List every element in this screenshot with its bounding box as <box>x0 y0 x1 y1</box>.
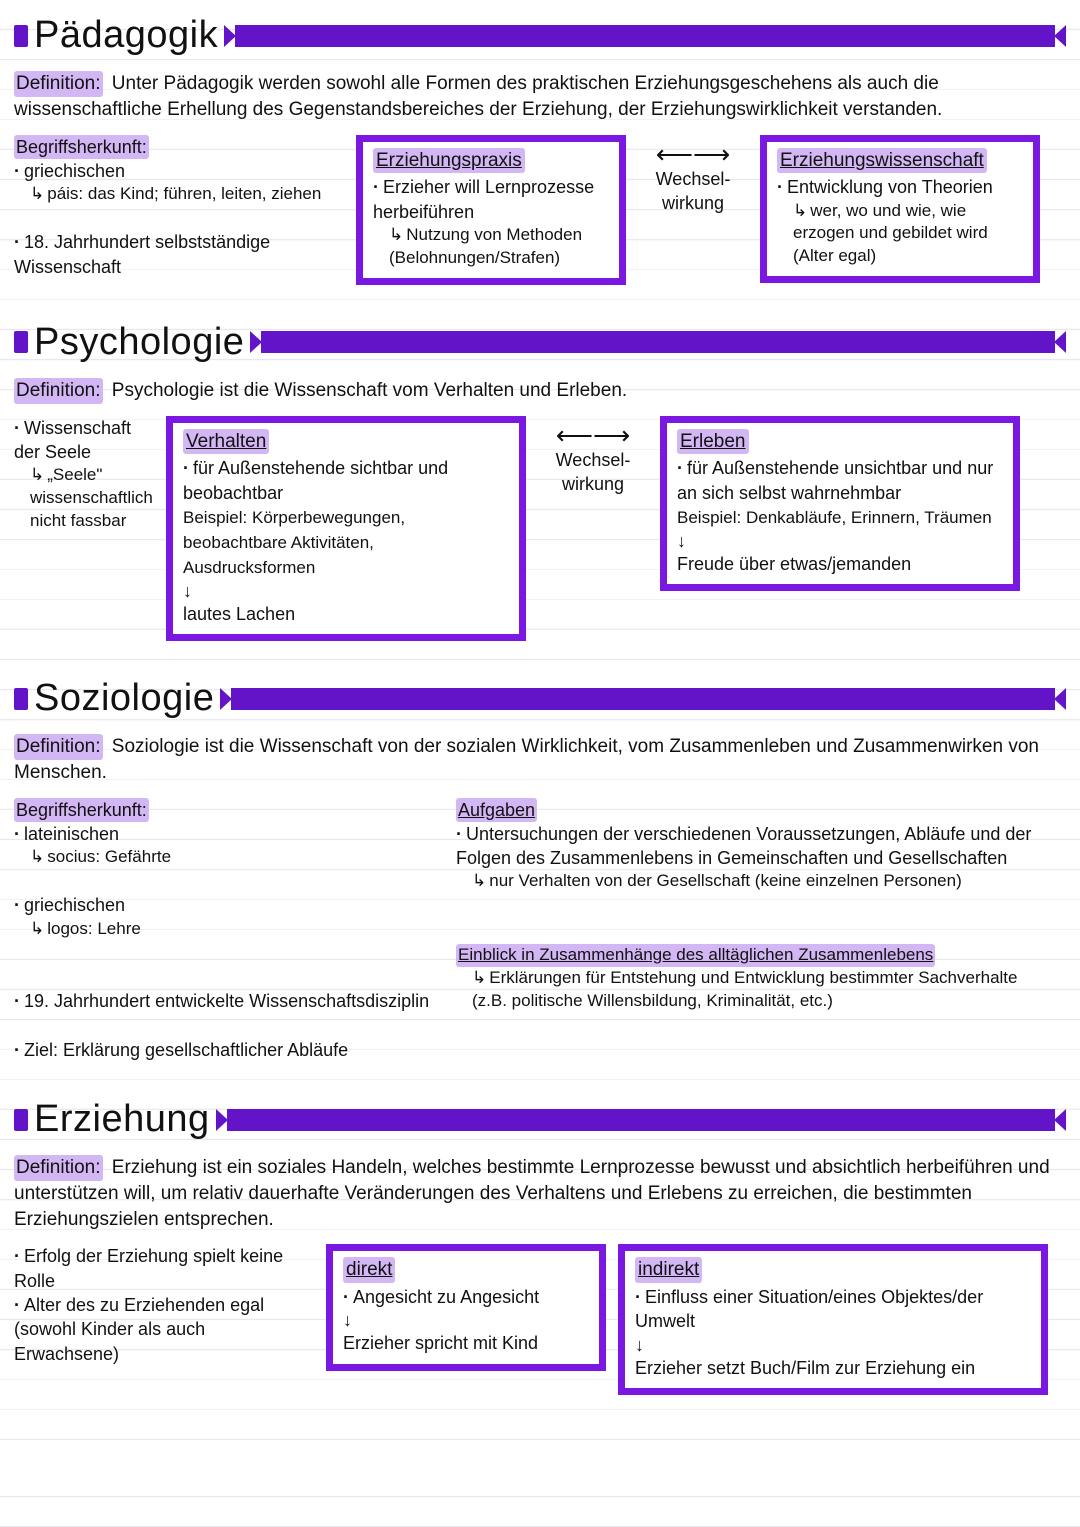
box-line: Angesicht zu Angesicht <box>343 1287 539 1307</box>
box-line: für Außenstehende sichtbar und beobachtb… <box>183 458 448 502</box>
side-column: Wissenschaft der Seele „Seele" wissensch… <box>14 416 154 533</box>
box-title: Erziehungswissenschaft <box>777 148 987 174</box>
definition-line: Definition: Erziehung ist ein soziales H… <box>14 1155 1066 1232</box>
tasks-column: Aufgaben Untersuchungen der verschiedene… <box>456 798 1046 1013</box>
box-example: Freude über etwas/jemanden <box>677 554 911 574</box>
section-title: Soziologie <box>34 673 214 724</box>
interaction-text: Wechsel- wirkung <box>556 448 631 497</box>
definition-label: Definition: <box>14 734 103 760</box>
paedagogik-row: Begriffsherkunft: griechischen páis: das… <box>14 135 1066 285</box>
definition-line: Definition: Unter Pädagogik werden sowoh… <box>14 71 1066 122</box>
down-arrow-icon: ↓ <box>677 532 1003 550</box>
header-triangle-right <box>1054 25 1066 47</box>
origin-item: 18. Jahrhundert selbstständige Wissensch… <box>14 232 270 276</box>
box-direkt: direkt Angesicht zu Angesicht ↓ Erzieher… <box>326 1244 606 1370</box>
soziologie-row: Begriffsherkunft: lateinischen socius: G… <box>14 798 1066 1063</box>
box-line: Beispiel: Denkabläufe, Erinnern, Träumen <box>677 508 992 527</box>
definition-text: Unter Pädagogik werden sowohl alle Forme… <box>14 73 942 120</box>
interaction-label: ⟵⟶ Wechsel- wirkung <box>638 135 748 216</box>
origin-label: Begriffsherkunft: <box>14 135 149 159</box>
box-erziehungswissenschaft: Erziehungswissenschaft Entwicklung von T… <box>760 135 1040 284</box>
header-triangle-right <box>1054 331 1066 353</box>
origin-item: 19. Jahrhundert entwickelte Wissenschaft… <box>14 991 429 1011</box>
double-arrow-icon: ⟵⟶ <box>656 141 731 167</box>
box-line: Erzieher will Lernprozesse herbeiführen <box>373 177 594 221</box>
definition-label: Definition: <box>14 378 103 404</box>
definition-line: Definition: Psychologie ist die Wissensc… <box>14 378 1066 404</box>
definition-text: Psychologie ist die Wissenschaft vom Ver… <box>112 380 627 401</box>
header-triangle-right <box>1054 688 1066 710</box>
task-heading: Einblick in Zusammenhänge des alltäglich… <box>456 944 935 967</box>
double-arrow-icon: ⟵⟶ <box>556 422 631 448</box>
side-item: Alter des zu Erziehenden egal (sowohl Ki… <box>14 1295 264 1364</box>
definition-text: Soziologie ist die Wissenschaft von der … <box>14 736 1039 783</box>
box-sub: Nutzung von Methoden (Belohnungen/Strafe… <box>373 224 609 270</box>
interaction-label: ⟵⟶ Wechsel- wirkung <box>538 416 648 497</box>
header-bar <box>231 688 1055 710</box>
psychologie-row: Wissenschaft der Seele „Seele" wissensch… <box>14 416 1066 641</box>
box-title: Erleben <box>677 429 749 455</box>
down-arrow-icon: ↓ <box>183 582 509 600</box>
origin-sub: socius: Gefährte <box>14 846 444 869</box>
side-item: Wissenschaft der Seele <box>14 418 131 462</box>
erziehung-row: Erfolg der Erziehung spielt keine Rolle … <box>14 1244 1066 1395</box>
section-soziologie: Soziologie Definition: Soziologie ist di… <box>14 673 1066 1062</box>
definition-label: Definition: <box>14 71 103 97</box>
section-erziehung: Erziehung Definition: Erziehung ist ein … <box>14 1094 1066 1395</box>
task-sub: nur Verhalten von der Gesellschaft (kein… <box>456 870 1046 893</box>
box-indirekt: indirekt Einfluss einer Situation/eines … <box>618 1244 1048 1395</box>
task-item: Untersuchungen der verschiedenen Vorauss… <box>456 824 1031 868</box>
box-line: Einfluss einer Situation/eines Objektes/… <box>635 1287 983 1331</box>
header-bar <box>235 25 1055 47</box>
box-title: Verhalten <box>183 429 269 455</box>
tasks-label: Aufgaben <box>456 798 537 822</box>
side-item: Erfolg der Erziehung spielt keine Rolle <box>14 1246 283 1290</box>
header-triangle-right <box>1054 1109 1066 1131</box>
section-title: Pädagogik <box>34 10 218 61</box>
box-title: direkt <box>343 1257 395 1283</box>
box-erleben: Erleben für Außenstehende unsichtbar und… <box>660 416 1020 591</box>
origin-label: Begriffsherkunft: <box>14 798 149 822</box>
task-sub: Erklärungen für Entstehung und Entwicklu… <box>456 967 1046 1013</box>
section-title: Psychologie <box>34 317 244 368</box>
section-header: Soziologie <box>14 673 1066 724</box>
box-title: Erziehungspraxis <box>373 148 525 174</box>
header-bar <box>227 1109 1055 1131</box>
box-verhalten: Verhalten für Außenstehende sichtbar und… <box>166 416 526 641</box>
section-header: Erziehung <box>14 1094 1066 1145</box>
definition-label: Definition: <box>14 1155 103 1181</box>
section-title: Erziehung <box>34 1094 210 1145</box>
box-line: für Außenstehende unsichtbar und nur an … <box>677 458 993 502</box>
definition-text: Erziehung ist ein soziales Handeln, welc… <box>14 1157 1050 1229</box>
origin-sub: páis: das Kind; führen, leiten, ziehen <box>14 183 344 206</box>
down-arrow-icon: ↓ <box>635 1336 1031 1354</box>
section-psychologie: Psychologie Definition: Psychologie ist … <box>14 317 1066 641</box>
origin-item: lateinischen <box>14 824 119 844</box>
header-bar <box>261 331 1055 353</box>
definition-line: Definition: Soziologie ist die Wissensch… <box>14 734 1066 785</box>
down-arrow-icon: ↓ <box>343 1311 589 1329</box>
box-example: Erzieher setzt Buch/Film zur Erziehung e… <box>635 1358 975 1378</box>
origin-sub: logos: Lehre <box>14 918 444 941</box>
box-sub: wer, wo und wie, wie erzogen und gebilde… <box>777 200 1023 269</box>
interaction-text: Wechsel- wirkung <box>656 167 731 216</box>
box-erziehungspraxis: Erziehungspraxis Erzieher will Lernproze… <box>356 135 626 285</box>
origin-item: griechischen <box>14 161 125 181</box>
box-example: Erzieher spricht mit Kind <box>343 1333 538 1353</box>
side-column: Erfolg der Erziehung spielt keine Rolle … <box>14 1244 314 1365</box>
origin-column: Begriffsherkunft: griechischen páis: das… <box>14 135 344 279</box>
box-example: lautes Lachen <box>183 604 295 624</box>
box-line: Beispiel: Körperbewegungen, beobachtbare… <box>183 508 405 577</box>
origin-column: Begriffsherkunft: lateinischen socius: G… <box>14 798 444 1063</box>
box-line: Entwicklung von Theorien <box>777 177 993 197</box>
section-header: Pädagogik <box>14 10 1066 61</box>
origin-item: griechischen <box>14 895 125 915</box>
section-header: Psychologie <box>14 317 1066 368</box>
side-sub: „Seele" wissenschaftlich nicht fassbar <box>14 464 154 533</box>
section-paedagogik: Pädagogik Definition: Unter Pädagogik we… <box>14 10 1066 285</box>
box-title: indirekt <box>635 1257 702 1283</box>
origin-item: Ziel: Erklärung gesellschaftlicher Abläu… <box>14 1040 348 1060</box>
